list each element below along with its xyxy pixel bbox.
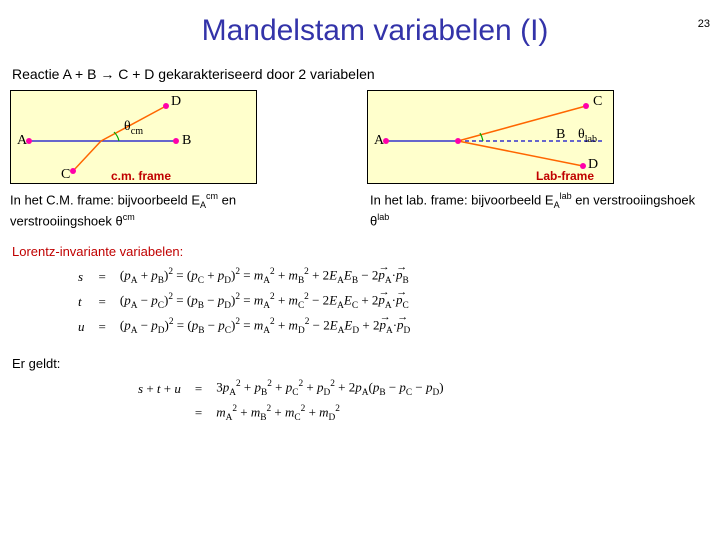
- section-lorentz: Lorentz-invariante variabelen:: [12, 244, 720, 259]
- description-row: In het C.M. frame: bijvoorbeeld EAcm en …: [0, 184, 720, 230]
- diagram-lab: A B C D θlab Lab-frame: [367, 90, 614, 184]
- diagram-row: A B D C θcm c.m. frame A B C D θlab La: [0, 90, 720, 184]
- equations-sum: s + t + u=3pA2 + pB2 + pC2 + pD2 + 2pA(p…: [130, 375, 720, 427]
- label-c2: C: [593, 94, 602, 110]
- desc-lab: In het lab. frame: bijvoorbeeld EAlab en…: [370, 190, 700, 230]
- frame-label-cm: c.m. frame: [111, 169, 171, 183]
- angle-cm: θcm: [124, 119, 143, 137]
- slide-number: 23: [698, 18, 710, 30]
- label-a: A: [17, 133, 27, 149]
- desc-cm: In het C.M. frame: bijvoorbeeld EAcm en …: [10, 190, 340, 230]
- angle-lab: θlab: [578, 127, 597, 145]
- label-b: B: [182, 133, 191, 149]
- label-b2: B: [556, 127, 565, 143]
- label-c: C: [61, 167, 70, 183]
- subtitle: Reactie A + B → C + D gekarakteriseerd d…: [12, 66, 720, 82]
- label-d: D: [171, 94, 181, 110]
- equations-stu: s=(pA + pB)2 = (pC + pD)2 = mA2 + mB2 + …: [70, 263, 720, 340]
- diagram-cm: A B D C θcm c.m. frame: [10, 90, 257, 184]
- section-ergeldt: Er geldt:: [12, 356, 720, 371]
- label-a2: A: [374, 133, 384, 149]
- page-title: Mandelstam variabelen (I): [0, 14, 720, 48]
- frame-label-lab: Lab-frame: [536, 169, 594, 183]
